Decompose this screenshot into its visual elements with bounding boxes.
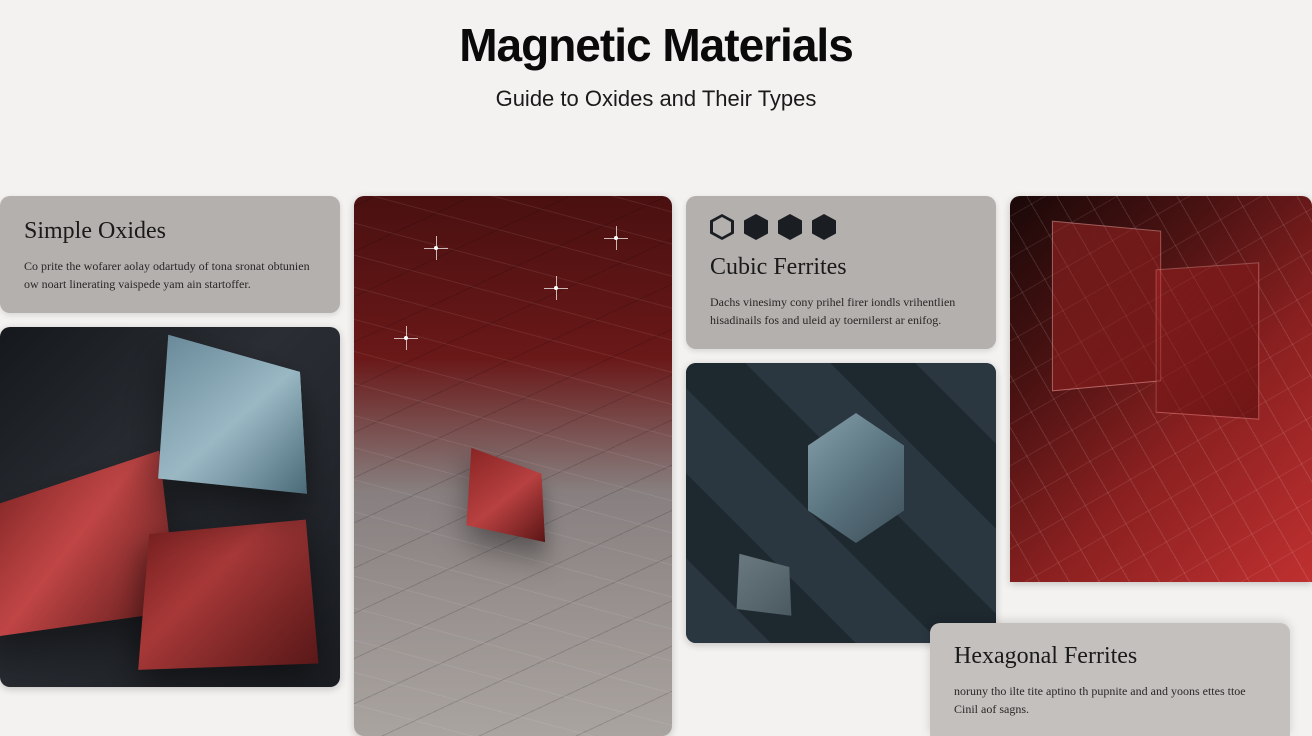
cube-icon — [466, 448, 545, 542]
card-simple-oxides: Simple Oxides Co prite the wofarer aolay… — [0, 196, 340, 313]
crystal-render-icon — [686, 363, 996, 643]
image-simple-oxides — [0, 327, 340, 687]
page-title: Magnetic Materials — [0, 18, 1312, 72]
column-geometric — [354, 196, 672, 736]
cubes-render-icon — [0, 327, 340, 687]
cube-icon — [737, 554, 792, 616]
image-cubic-ferrites — [686, 363, 996, 643]
image-geometric — [354, 196, 672, 736]
glass-panel-icon — [1156, 262, 1260, 419]
card-title-hexagonal-ferrites: Hexagonal Ferrites — [954, 643, 1266, 670]
hexagon-icon — [710, 214, 734, 240]
header: Magnetic Materials Guide to Oxides and T… — [0, 0, 1312, 122]
card-text-simple-oxides: Co prite the wofarer aolay odartudy of t… — [24, 257, 316, 293]
page-subtitle: Guide to Oxides and Their Types — [0, 86, 1312, 112]
card-text-cubic-ferrites: Dachs vinesimy cony prihel firer iondls … — [710, 293, 972, 329]
glass-panel-icon — [1052, 221, 1161, 392]
sparkle-icon — [554, 286, 558, 290]
hex-icon-row — [710, 214, 972, 240]
card-title-simple-oxides: Simple Oxides — [24, 218, 316, 245]
card-text-hexagonal-ferrites: noruny tho ilte tite aptino th pupnite a… — [954, 682, 1266, 718]
sparkle-icon — [434, 246, 438, 250]
wireframe-render-icon — [354, 196, 672, 736]
hexagon-icon — [812, 214, 836, 240]
hexagon-icon — [744, 214, 768, 240]
cube-icon — [138, 520, 318, 670]
card-cubic-ferrites: Cubic Ferrites Dachs vinesimy cony prihe… — [686, 196, 996, 349]
glass-panels-render-icon — [1010, 196, 1312, 582]
card-title-cubic-ferrites: Cubic Ferrites — [710, 254, 972, 281]
column-simple-oxides: Simple Oxides Co prite the wofarer aolay… — [0, 196, 340, 736]
image-hexagonal-ferrites — [1010, 196, 1312, 582]
crystal-icon — [796, 413, 916, 543]
sparkle-icon — [614, 236, 618, 240]
hexagon-icon — [778, 214, 802, 240]
card-hexagonal-ferrites: Hexagonal Ferrites noruny tho ilte tite … — [930, 623, 1290, 736]
sparkle-icon — [404, 336, 408, 340]
